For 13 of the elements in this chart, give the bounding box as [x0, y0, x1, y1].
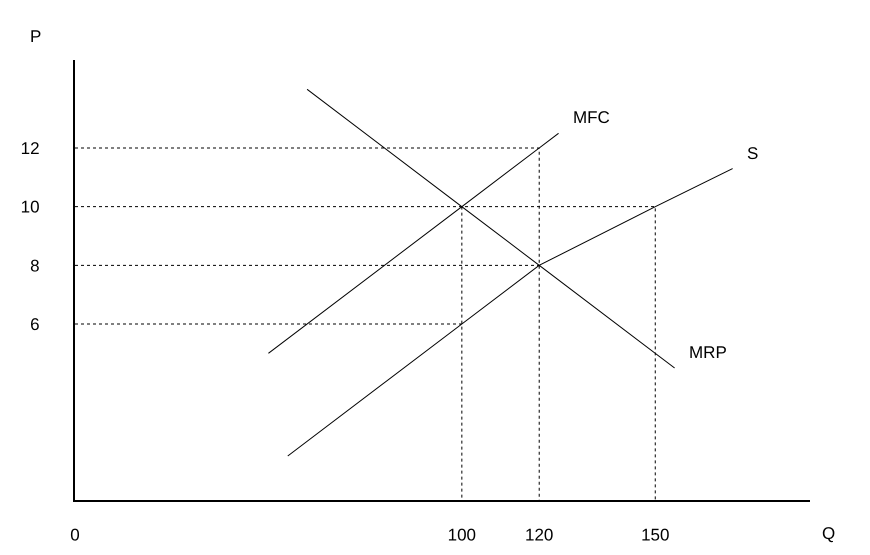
- x-tick-label: 100: [448, 525, 476, 544]
- y-tick-label: 12: [20, 138, 40, 158]
- y-tick-label: 8: [30, 256, 40, 276]
- series-label: MRP: [689, 343, 727, 362]
- series-label: MFC: [573, 108, 610, 127]
- x-tick-label: 0: [70, 525, 80, 544]
- x-tick-label: 120: [525, 525, 554, 544]
- x-tick-label: 150: [641, 525, 670, 544]
- x-axis-title: Q: [822, 524, 836, 543]
- y-axis-title: P: [30, 27, 42, 46]
- y-tick-label: 10: [20, 198, 40, 217]
- series-label: S: [747, 144, 758, 163]
- y-tick-label: 6: [30, 314, 40, 334]
